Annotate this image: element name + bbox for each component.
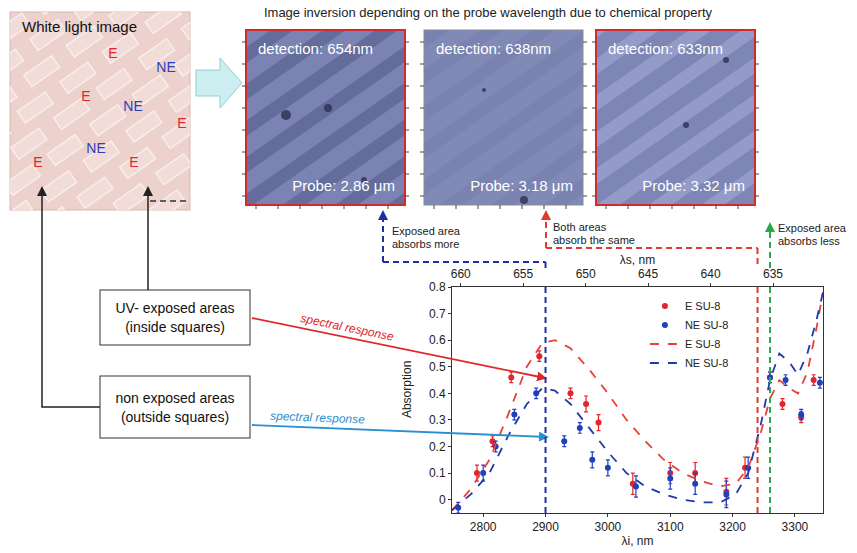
svg-text:Exposed area: Exposed area xyxy=(392,225,461,237)
svg-text:absorbs less: absorbs less xyxy=(778,235,840,247)
svg-text:3200: 3200 xyxy=(719,520,746,534)
svg-text:λs, nm: λs, nm xyxy=(620,253,655,267)
svg-text:635: 635 xyxy=(763,267,783,281)
svg-text:absorbs more: absorbs more xyxy=(392,238,459,250)
svg-text:645: 645 xyxy=(638,267,658,281)
svg-text:UV- exposed areas: UV- exposed areas xyxy=(115,300,234,316)
svg-text:spectral response: spectral response xyxy=(299,311,395,344)
svg-text:2800: 2800 xyxy=(470,520,497,534)
svg-text:detection: 638nm: detection: 638nm xyxy=(436,40,551,57)
svg-text:640: 640 xyxy=(701,267,721,281)
svg-text:0.4: 0.4 xyxy=(429,387,446,401)
svg-text:NE: NE xyxy=(123,98,142,114)
svg-text:3100: 3100 xyxy=(657,520,684,534)
svg-text:λi, nm: λi, nm xyxy=(621,534,653,548)
svg-text:NE SU-8: NE SU-8 xyxy=(685,319,728,331)
svg-text:E: E xyxy=(33,154,42,170)
svg-text:White light image: White light image xyxy=(22,18,137,35)
svg-text:0: 0 xyxy=(439,493,446,507)
svg-text:0.7: 0.7 xyxy=(429,307,446,321)
svg-text:Image inversion depending on t: Image inversion depending on the probe w… xyxy=(264,5,713,20)
svg-text:0.8: 0.8 xyxy=(429,280,446,294)
svg-text:(inside squares): (inside squares) xyxy=(125,319,225,335)
svg-text:2900: 2900 xyxy=(532,520,559,534)
svg-text:Both areas: Both areas xyxy=(553,221,607,233)
svg-text:Exposed area: Exposed area xyxy=(778,222,847,234)
svg-text:0.3: 0.3 xyxy=(429,413,446,427)
svg-text:650: 650 xyxy=(576,267,596,281)
svg-text:3300: 3300 xyxy=(782,520,809,534)
svg-text:NE: NE xyxy=(86,140,105,156)
svg-text:detection: 654nm: detection: 654nm xyxy=(258,40,373,57)
svg-text:E SU-8: E SU-8 xyxy=(685,300,720,312)
svg-text:3000: 3000 xyxy=(595,520,622,534)
svg-text:E: E xyxy=(177,115,186,131)
svg-text:detection: 633nm: detection: 633nm xyxy=(608,40,723,57)
svg-text:E SU-8: E SU-8 xyxy=(685,338,720,350)
svg-text:spectral response: spectral response xyxy=(270,409,366,427)
svg-text:(outside squares): (outside squares) xyxy=(121,409,229,425)
svg-text:0.2: 0.2 xyxy=(429,440,446,454)
svg-text:non exposed areas: non exposed areas xyxy=(115,390,234,406)
svg-text:Probe: 3.18 μm: Probe: 3.18 μm xyxy=(470,177,573,194)
svg-text:Probe: 3.32 μm: Probe: 3.32 μm xyxy=(642,177,745,194)
svg-text:Absorption: Absorption xyxy=(400,361,414,418)
svg-text:0.1: 0.1 xyxy=(429,466,446,480)
svg-text:absorb the same: absorb the same xyxy=(553,234,635,246)
svg-text:660: 660 xyxy=(451,267,471,281)
svg-text:NE: NE xyxy=(156,59,175,75)
svg-text:655: 655 xyxy=(513,267,533,281)
svg-text:0.6: 0.6 xyxy=(429,333,446,347)
svg-text:Probe: 2.86 μm: Probe: 2.86 μm xyxy=(292,177,395,194)
svg-text:NE SU-8: NE SU-8 xyxy=(685,357,728,369)
svg-text:E: E xyxy=(108,45,117,61)
svg-text:E: E xyxy=(81,88,90,104)
svg-text:0.5: 0.5 xyxy=(429,360,446,374)
svg-text:E: E xyxy=(129,154,138,170)
